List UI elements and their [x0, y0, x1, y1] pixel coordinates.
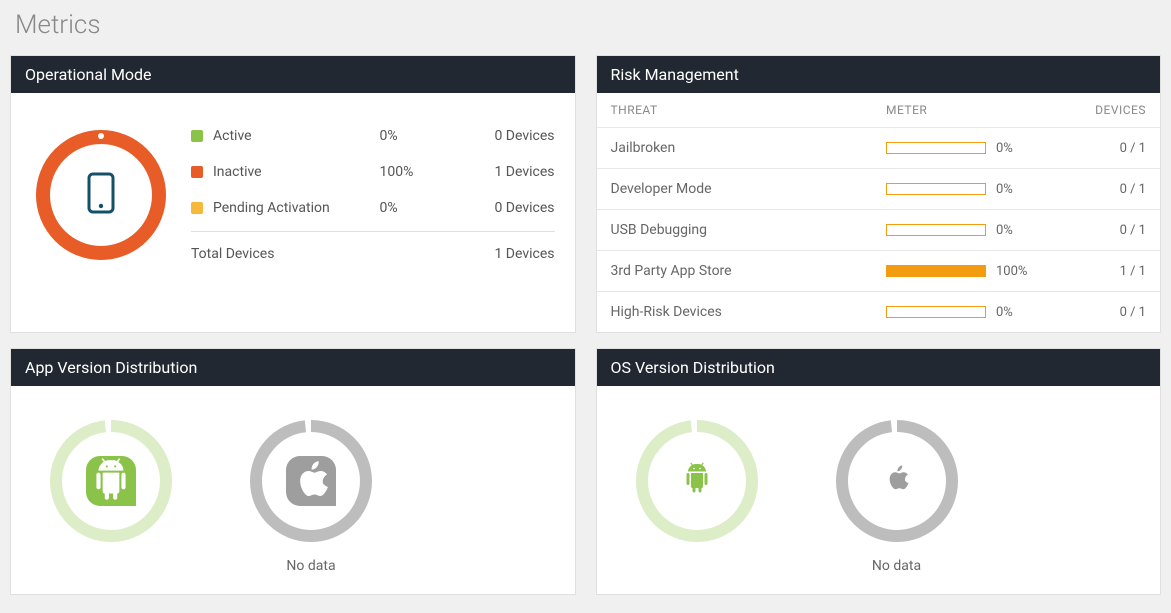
risk-meter [886, 306, 986, 318]
risk-meter [886, 224, 986, 236]
dist-caption: No data [241, 558, 381, 574]
risk-meter-cell: 0% [886, 141, 1066, 156]
legend-row-total: Total Devices 1 Devices [191, 231, 555, 272]
risk-label: Developer Mode [611, 181, 887, 197]
panel-operational-mode: Operational Mode Active [10, 55, 576, 333]
dist-item-android [41, 416, 181, 558]
risk-meter-cell: 0% [886, 305, 1066, 320]
android-icon [679, 461, 715, 501]
legend-pct: 0% [380, 128, 460, 144]
panel-os-version: OS Version Distribution No data [596, 348, 1162, 595]
risk-label: High-Risk Devices [611, 304, 887, 320]
risk-pct: 0% [996, 182, 1013, 197]
risk-row: Jailbroken 0% 0 / 1 [597, 128, 1161, 169]
panel-header: App Version Distribution [11, 349, 575, 386]
dist-item-android [627, 416, 767, 558]
risk-meter-cell: 0% [886, 182, 1066, 197]
legend-label: Inactive [213, 164, 380, 180]
legend-pct: 100% [380, 164, 460, 180]
os-version-body: No data [597, 386, 1161, 594]
risk-devices: 0 / 1 [1066, 305, 1146, 320]
dist-donut [46, 416, 176, 546]
risk-meter [886, 265, 986, 277]
legend-label: Pending Activation [213, 200, 380, 216]
legend-total-devices: 1 Devices [460, 246, 555, 262]
panel-app-version: App Version Distribution No data [10, 348, 576, 595]
legend-total-label: Total Devices [191, 246, 460, 262]
risk-meter [886, 183, 986, 195]
swatch [191, 130, 203, 142]
panel-header: Risk Management [597, 56, 1161, 93]
legend-row-inactive: Inactive 100% 1 Devices [191, 154, 555, 190]
panel-risk-management: Risk Management THREAT METER DEVICES Jai… [596, 55, 1162, 333]
risk-header-row: THREAT METER DEVICES [597, 93, 1161, 128]
dist-donut [632, 416, 762, 546]
operational-mode-legend: Active 0% 0 Devices Inactive 100% 1 Devi… [191, 118, 555, 272]
risk-row: High-Risk Devices 0% 0 / 1 [597, 292, 1161, 332]
panel-header: OS Version Distribution [597, 349, 1161, 386]
risk-pct: 100% [996, 264, 1027, 279]
dist-donut [832, 416, 962, 546]
apple-icon [880, 462, 914, 500]
risk-label: USB Debugging [611, 222, 887, 238]
risk-pct: 0% [996, 305, 1013, 320]
risk-devices: 0 / 1 [1066, 182, 1146, 197]
risk-body: THREAT METER DEVICES Jailbroken 0% 0 / 1… [597, 93, 1161, 332]
risk-devices: 1 / 1 [1066, 264, 1146, 279]
legend-devices: 0 Devices [460, 200, 555, 216]
dist-item-apple: No data [827, 416, 967, 574]
legend-pct: 0% [380, 200, 460, 216]
risk-meter-cell: 100% [886, 264, 1066, 279]
risk-devices: 0 / 1 [1066, 223, 1146, 238]
risk-row: 3rd Party App Store 100% 1 / 1 [597, 251, 1161, 292]
risk-row: USB Debugging 0% 0 / 1 [597, 210, 1161, 251]
risk-meter-cell: 0% [886, 223, 1066, 238]
page-title: Metrics [10, 10, 1161, 40]
operational-mode-body: Active 0% 0 Devices Inactive 100% 1 Devi… [11, 93, 575, 292]
operational-mode-donut [31, 125, 171, 265]
dist-donut [246, 416, 376, 546]
dist-caption: No data [827, 558, 967, 574]
metrics-grid: Operational Mode Active [10, 55, 1161, 595]
apple-icon [286, 456, 336, 506]
col-threat: THREAT [611, 103, 887, 117]
swatch [191, 202, 203, 214]
legend-row-active: Active 0% 0 Devices [191, 118, 555, 154]
risk-pct: 0% [996, 141, 1013, 156]
legend-row-pending: Pending Activation 0% 0 Devices [191, 190, 555, 226]
risk-devices: 0 / 1 [1066, 141, 1146, 156]
risk-label: Jailbroken [611, 140, 887, 156]
risk-rows: Jailbroken 0% 0 / 1 Developer Mode 0% 0 … [597, 128, 1161, 332]
android-icon [86, 456, 136, 506]
app-version-body: No data [11, 386, 575, 594]
risk-pct: 0% [996, 223, 1013, 238]
dist-item-apple: No data [241, 416, 381, 574]
legend-label: Active [213, 128, 380, 144]
col-meter: METER [886, 103, 1066, 117]
device-icon [87, 172, 115, 218]
risk-row: Developer Mode 0% 0 / 1 [597, 169, 1161, 210]
legend-devices: 1 Devices [460, 164, 555, 180]
swatch [191, 166, 203, 178]
risk-meter [886, 142, 986, 154]
risk-label: 3rd Party App Store [611, 263, 887, 279]
panel-header: Operational Mode [11, 56, 575, 93]
col-devices: DEVICES [1066, 103, 1146, 117]
legend-devices: 0 Devices [460, 128, 555, 144]
